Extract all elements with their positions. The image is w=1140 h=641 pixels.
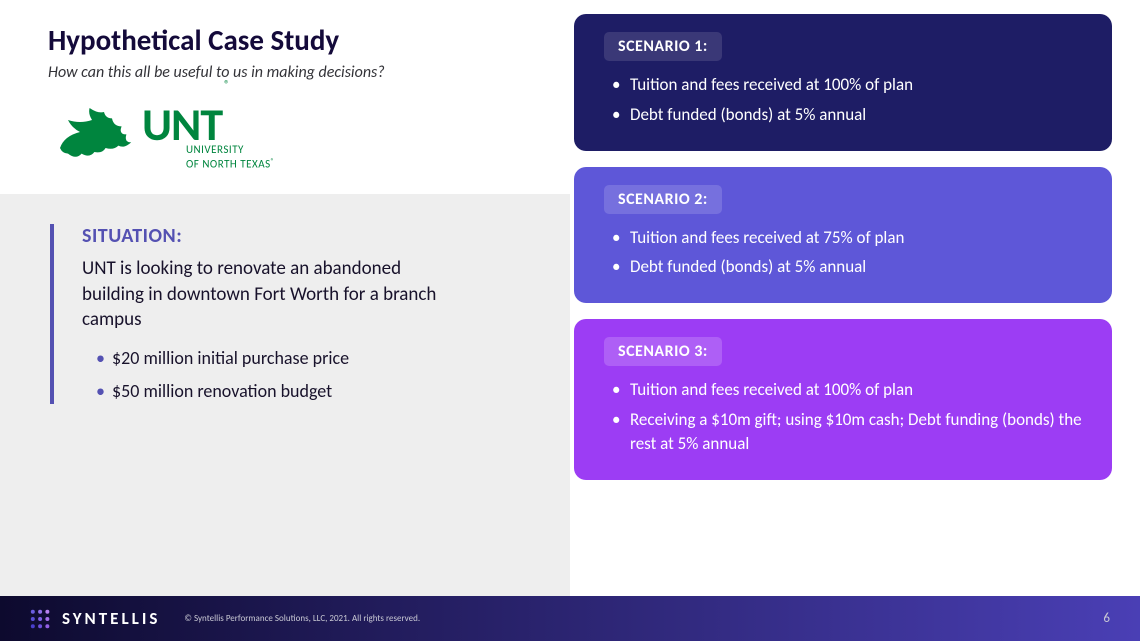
unt-logo-block: UNT ® UNIVERSITY OF NORTH TEXAS®	[0, 82, 570, 176]
footer-brand: SYNTELLIS	[62, 608, 160, 629]
scenario-bullet: Tuition and fees received at 100% of pla…	[612, 378, 1086, 402]
scenario-label: SCENARIO 3:	[604, 337, 722, 366]
scenario-card-1: SCENARIO 1: Tuition and fees received at…	[574, 14, 1112, 151]
scenario-bullet: Tuition and fees received at 75% of plan	[612, 226, 1086, 250]
scenario-card-3: SCENARIO 3: Tuition and fees received at…	[574, 319, 1112, 479]
unt-sub1: UNIVERSITY	[186, 144, 275, 157]
situation-label: SITUATION:	[82, 224, 530, 248]
slide-subtitle: How can this all be useful to us in maki…	[48, 63, 570, 82]
copyright: © Syntellis Performance Solutions, LLC, …	[184, 613, 420, 624]
header: Hypothetical Case Study How can this all…	[0, 0, 570, 82]
situation-bullet: $20 million initial purchase price	[96, 347, 530, 370]
page-number: 6	[1103, 611, 1110, 626]
slide-title: Hypothetical Case Study	[48, 22, 570, 58]
right-column: SCENARIO 1: Tuition and fees received at…	[570, 0, 1140, 596]
situation-bullets: $20 million initial purchase price $50 m…	[82, 347, 530, 404]
scenario-label: SCENARIO 2:	[604, 185, 722, 214]
unt-eagle-icon	[56, 104, 136, 176]
situation-bullet: $50 million renovation budget	[96, 380, 530, 403]
left-column: Hypothetical Case Study How can this all…	[0, 0, 570, 596]
scenario-label: SCENARIO 1:	[604, 32, 722, 61]
scenario-bullet: Debt funded (bonds) at 5% annual	[612, 255, 1086, 279]
unt-logo-text: UNT	[142, 106, 222, 145]
syntellis-logo: SYNTELLIS	[30, 608, 160, 629]
unt-sub2: OF NORTH TEXAS	[186, 157, 271, 170]
syntellis-dots-icon	[30, 609, 52, 629]
footer: SYNTELLIS © Syntellis Performance Soluti…	[0, 596, 1140, 641]
situation-description: UNT is looking to renovate an abandoned …	[82, 256, 442, 333]
scenario-bullet: Receiving a $10m gift; using $10m cash; …	[612, 408, 1086, 456]
scenario-bullet: Tuition and fees received at 100% of pla…	[612, 73, 1086, 97]
unt-registered: ®	[224, 78, 230, 91]
slide: Hypothetical Case Study How can this all…	[0, 0, 1140, 641]
situation-panel: SITUATION: UNT is looking to renovate an…	[0, 194, 570, 596]
content-area: Hypothetical Case Study How can this all…	[0, 0, 1140, 596]
scenario-bullet: Debt funded (bonds) at 5% annual	[612, 103, 1086, 127]
scenario-card-2: SCENARIO 2: Tuition and fees received at…	[574, 167, 1112, 304]
